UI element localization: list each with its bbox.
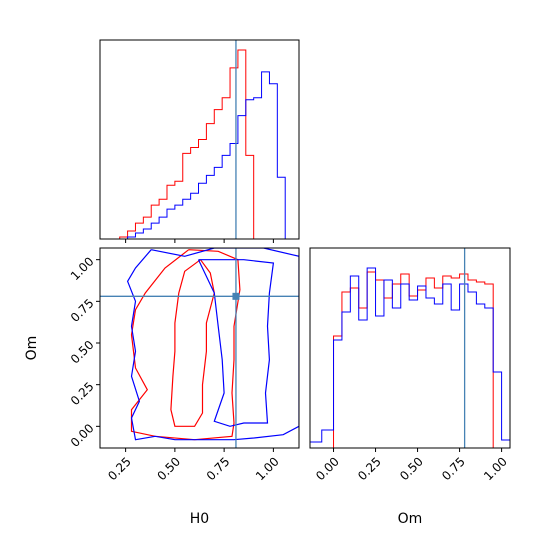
om-marginal-frame [309, 247, 511, 449]
h0-marginal-frame [99, 39, 300, 240]
om-y-tick-label: 0.75 [68, 296, 97, 325]
contour-blue-outer [126, 248, 299, 441]
h0-x-tick-label: 0.75 [204, 454, 233, 483]
contour-red-inner [170, 259, 215, 427]
om-x-tick-label: 0.50 [397, 454, 426, 483]
contour-red-outer [130, 249, 241, 441]
joint-panel-frame [99, 247, 300, 449]
om-x-tick-label: 0.00 [313, 454, 342, 483]
om-y-tick-label: 0.25 [68, 379, 97, 408]
om-x-tick-label: 0.25 [355, 454, 384, 483]
h0-x-tick-label: 1.00 [253, 454, 282, 483]
h0-histogram-blue [119, 71, 286, 240]
om-x-axis-title: Om [398, 511, 423, 527]
contour-blue-inner [197, 259, 275, 427]
h0-x-axis-title: H0 [190, 511, 209, 527]
om-histogram-blue [309, 267, 511, 448]
om-y-tick-label: 1.00 [68, 254, 97, 283]
om-x-tick-label: 1.00 [481, 454, 510, 483]
h0-x-tick-label: 0.50 [154, 454, 183, 483]
om-y-tick-label: 0.00 [68, 421, 97, 450]
om-histogram-red [310, 271, 510, 449]
truth-marker [232, 292, 240, 300]
om-y-axis-title: Om [24, 336, 40, 361]
h0-histogram-red [119, 49, 286, 240]
h0-x-tick-label: 0.25 [105, 454, 134, 483]
om-x-tick-label: 0.75 [439, 454, 468, 483]
om-y-tick-label: 0.50 [68, 338, 97, 367]
